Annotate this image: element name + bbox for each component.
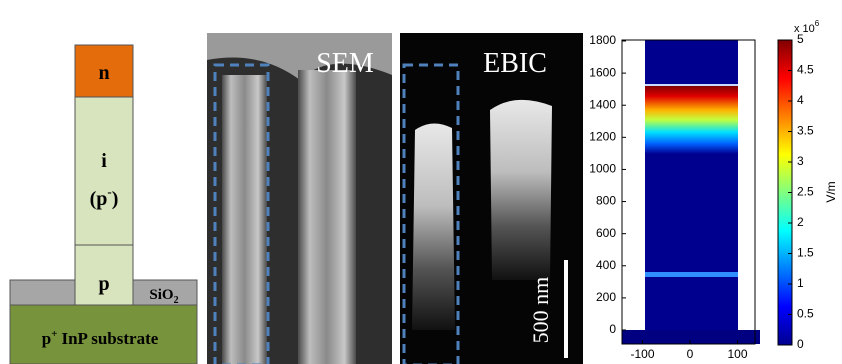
text: ) — [112, 188, 119, 210]
y-tick-label: 800 — [596, 194, 616, 208]
y-tick-label: 1600 — [589, 65, 616, 79]
sem-image: SEM — [207, 33, 392, 364]
sub: 2 — [174, 295, 179, 306]
y-tick-label: 600 — [596, 226, 616, 240]
y-tick-label: 200 — [596, 290, 616, 304]
colorbar-tick-label: 2.5 — [797, 185, 814, 199]
x-tick-label: 0 — [687, 347, 694, 361]
p-label: p — [98, 273, 109, 295]
y-tick-label: 400 — [596, 258, 616, 272]
sem-label: SEM — [316, 48, 374, 79]
colorbar-tick-label: 5 — [797, 32, 804, 46]
sup: + — [51, 328, 57, 340]
x-tick-label: -100 — [630, 347, 654, 361]
text: InP substrate — [61, 329, 158, 348]
x-tick-label: 100 — [727, 347, 747, 361]
field-band — [645, 86, 738, 154]
map-blank — [622, 40, 645, 330]
colorbar-tick-label: 3.5 — [797, 124, 814, 138]
colorbar-tick-label: 3 — [797, 154, 804, 168]
y-tick-label: 0 — [609, 322, 616, 336]
y-tick-label: 1800 — [589, 33, 616, 47]
y-tick-label: 1400 — [589, 97, 616, 111]
ebic-image: EBIC 500 nm — [400, 33, 583, 364]
text: p — [42, 329, 51, 348]
ebic-label: EBIC — [483, 48, 547, 79]
colorbar-tick-label: 0 — [797, 337, 804, 351]
scale-label: 500 nm — [528, 277, 553, 344]
schematic: n i (p-) p SiO2 p+InP substrate — [10, 45, 197, 364]
ebic-glow — [412, 123, 455, 330]
colorbar-tick-label: 2 — [797, 215, 804, 229]
text: (p — [90, 188, 108, 210]
ebic-glow — [490, 100, 552, 280]
y-tick-label: 1200 — [589, 130, 616, 144]
sup: 6 — [815, 19, 820, 28]
colorbar-tick-label: 0.5 — [797, 307, 814, 321]
colorbar-unit: V/m — [824, 181, 838, 202]
sem-pillar — [298, 70, 356, 364]
sem-pillar — [222, 75, 267, 364]
colorbar-tick-label: 4 — [797, 93, 804, 107]
colorbar-tick-label: 1 — [797, 276, 804, 290]
text: SiO — [149, 287, 173, 303]
colorbar-tick-label: 4.5 — [797, 63, 814, 77]
field-band — [645, 272, 738, 277]
map-blank — [738, 40, 755, 330]
y-tick-label: 1000 — [589, 162, 616, 176]
map-edge — [645, 84, 738, 86]
figure: n i (p-) p SiO2 p+InP substrate SEM EBIC… — [0, 0, 842, 364]
p-minus-label: (p-) — [90, 184, 119, 210]
n-label: n — [98, 62, 109, 84]
colorbar-tick-label: 1.5 — [797, 246, 814, 260]
field-map: x 106 V/m 020040060080010001200140016001… — [589, 19, 838, 361]
i-label: i — [101, 150, 107, 172]
